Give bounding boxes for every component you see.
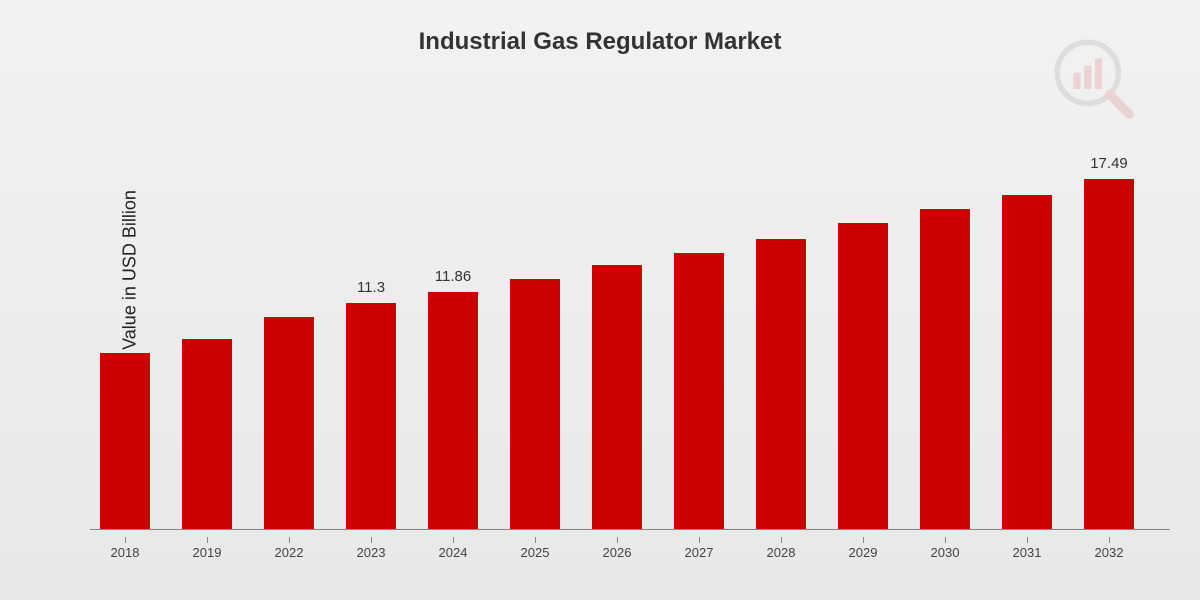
- bar: [510, 279, 560, 529]
- bar: [428, 292, 478, 529]
- bar-group: [756, 239, 806, 529]
- bar-value-label: 11.3: [346, 279, 396, 296]
- bar-group: [592, 265, 642, 529]
- bar-group: [674, 253, 724, 529]
- bar-group: [838, 223, 888, 529]
- bar-group: 11.3: [346, 303, 396, 529]
- bar-group: [182, 339, 232, 529]
- bar: [674, 253, 724, 529]
- x-axis-tick: 2031: [1002, 545, 1052, 560]
- bar: [1002, 195, 1052, 529]
- bar-group: [100, 353, 150, 529]
- chart-title: Industrial Gas Regulator Market: [0, 0, 1200, 56]
- bar: [182, 339, 232, 529]
- bar-value-label: 17.49: [1084, 155, 1134, 172]
- x-axis-tick: 2023: [346, 545, 396, 560]
- bar-group: 17.49: [1084, 179, 1134, 529]
- bar-group: [920, 209, 970, 529]
- x-axis-tick: 2024: [428, 545, 478, 560]
- bar-group: 11.86: [428, 292, 478, 529]
- x-axis-tick: 2026: [592, 545, 642, 560]
- x-axis-tick: 2028: [756, 545, 806, 560]
- x-axis-tick: 2032: [1084, 545, 1134, 560]
- plot-area: 11.3 11.86 17.49: [90, 100, 1170, 530]
- bar-value-label: 11.86: [428, 268, 478, 285]
- bar: [346, 303, 396, 529]
- bar: [264, 317, 314, 529]
- bar-group: [510, 279, 560, 529]
- x-axis-tick: 2019: [182, 545, 232, 560]
- bar: [100, 353, 150, 529]
- x-axis-tick: 2029: [838, 545, 888, 560]
- bar: [838, 223, 888, 529]
- x-axis-tick: 2018: [100, 545, 150, 560]
- bar: [756, 239, 806, 529]
- x-axis-tick: 2022: [264, 545, 314, 560]
- bar-group: [264, 317, 314, 529]
- chart-area: 11.3 11.86 17.49 2018 2019 2022 2023 2024 2025 2…: [70, 100, 1170, 560]
- x-axis-tick: 2025: [510, 545, 560, 560]
- bar: [920, 209, 970, 529]
- bar: [592, 265, 642, 529]
- x-axis-tick: 2027: [674, 545, 724, 560]
- bar-group: [1002, 195, 1052, 529]
- bar: [1084, 179, 1134, 529]
- x-axis-tick: 2030: [920, 545, 970, 560]
